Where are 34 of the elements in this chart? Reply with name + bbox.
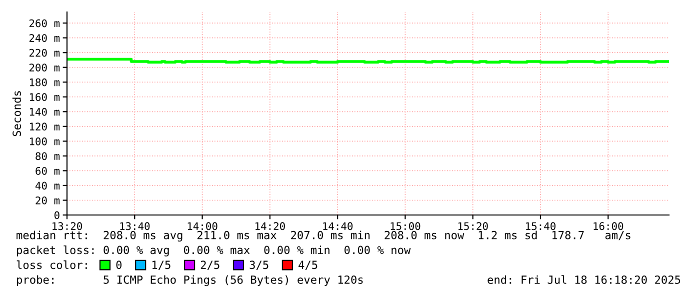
- legend-label: 1/5: [152, 260, 170, 270]
- x-tick-label: 13:40: [120, 222, 150, 230]
- y-axis-title: Seconds: [12, 91, 21, 136]
- x-tick-label: 15:00: [390, 222, 420, 230]
- y-tick-label: 40 m: [35, 182, 60, 190]
- y-tick-label: 80 m: [36, 152, 60, 160]
- legend-label: 0: [116, 260, 122, 270]
- x-tick-label: 13:20: [52, 222, 82, 230]
- x-tick-label: 16:00: [594, 222, 624, 230]
- x-tick-label: 15:40: [526, 222, 556, 230]
- legend-label: 2/5: [200, 260, 220, 270]
- legend-title: loss color:: [16, 260, 87, 270]
- y-tick-label: 260 m: [29, 19, 60, 28]
- y-tick-label: 200 m: [29, 64, 60, 72]
- legend-label: 4/5: [298, 260, 318, 270]
- y-tick-label: 60 m: [36, 166, 60, 175]
- y-tick-label: 20 m: [36, 196, 60, 204]
- x-tick-label: 15:20: [458, 222, 488, 230]
- x-tick-label: 14:00: [188, 222, 218, 230]
- text: packet loss: 0.00 % avg 0.00 % max 0.00 % min 0.00 % now: [17, 246, 411, 256]
- y-tick-label: 240 m: [29, 34, 60, 42]
- text: end: Fri Jul 18 16:18:20 2025: [488, 275, 680, 284]
- text: median rtt: 208.0 ms avg 211.0 ms max 207.0 ms min 208.0 ms now 1.2 ms sd 178.7 am/s: [16, 230, 630, 242]
- y-tick-label: 120 m: [30, 122, 60, 131]
- y-tick-label: 100 m: [30, 137, 60, 146]
- y-tick-label: 180 m: [30, 78, 60, 86]
- legend-label: 3/5: [250, 260, 268, 270]
- y-tick-label: 0: [54, 211, 60, 220]
- x-tick-label: 14:40: [323, 222, 353, 230]
- x-tick-label: 14:20: [255, 222, 285, 230]
- y-tick-label: 220 m: [29, 48, 60, 57]
- text: probe: 5 ICMP Echo Pings (56 Bytes) every 120s: [17, 275, 363, 286]
- y-tick-label: 140 m: [30, 108, 60, 116]
- y-tick-label: 160 m: [30, 93, 60, 102]
